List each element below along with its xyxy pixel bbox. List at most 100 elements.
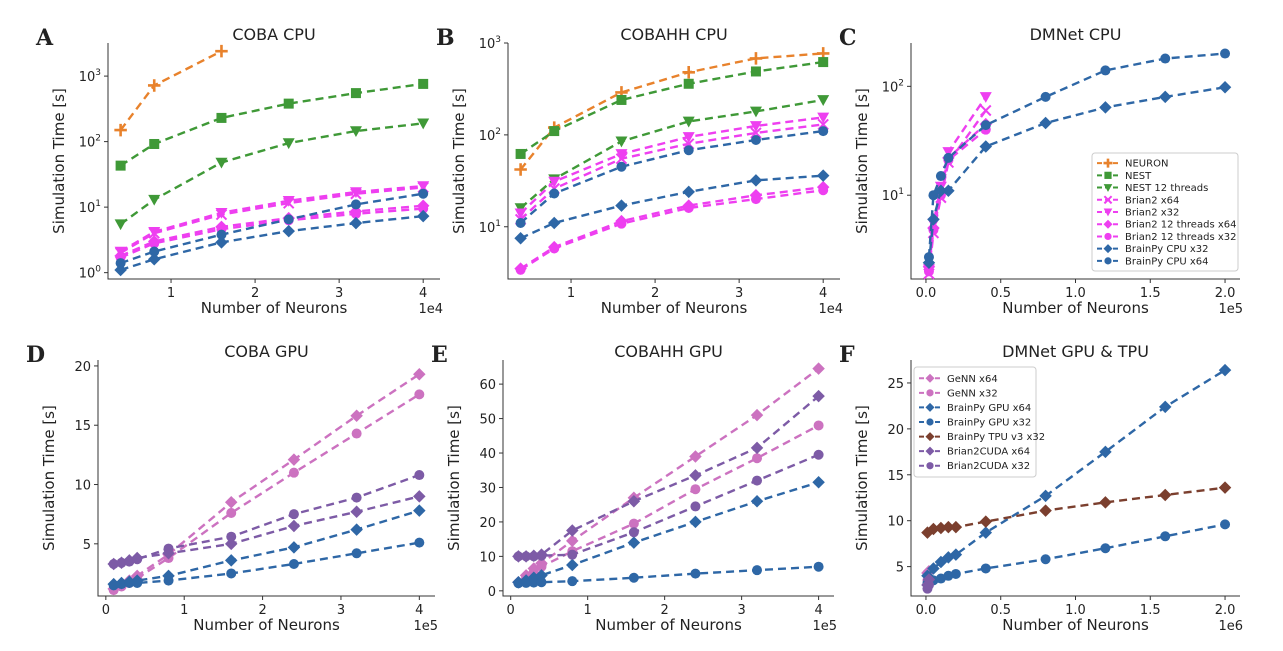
data-point [548,176,561,188]
x-axis-multiplier: 1e5 [812,619,837,634]
data-point [513,551,524,562]
series-line [120,214,424,272]
legend-entry-brainpy-cpu-x64: BrainPy CPU x64 [1097,256,1209,267]
data-point [528,551,539,562]
data-point [749,174,763,187]
series-brian2cuda-x64 [512,389,825,563]
data-point [413,367,426,381]
data-point [287,519,301,533]
series-brian2-x32 [922,92,992,276]
data-point [414,470,425,481]
legend-box [913,366,1037,478]
legend-marker [925,432,935,442]
data-point [282,224,295,238]
data-point [615,199,628,212]
data-point [515,217,526,228]
legend-label: NEST 12 threads [1125,183,1208,194]
legend-marker [926,418,934,426]
data-point [616,218,627,229]
series-line [519,98,824,209]
data-point [752,453,763,464]
legend-entry-brian2cuda-x64: Brian2CUDA x64 [919,446,1030,458]
data-point [616,94,627,105]
data-point [116,579,127,590]
axis-spines [910,43,1240,280]
x-tick-label: 0.5 [990,603,1011,618]
data-point [567,576,578,587]
data-point [536,561,547,572]
legend-marker [1104,232,1112,241]
legend-entry-brian2-x64: Brian2 x64 [1097,195,1179,206]
data-point [350,199,361,210]
y-tick-label: 103 [79,68,101,85]
data-point [752,475,763,486]
data-point [935,171,946,182]
data-point [536,550,547,561]
panel-letter: C [839,25,857,51]
data-point [816,169,830,182]
y-tick-label: 50 [479,413,496,428]
y-axis-label: Simulation Time [s] [445,405,463,551]
x-tick-label: 0.0 [916,603,937,618]
series-line [519,116,824,215]
legend-entry-brainpy-gpu-x64: BrainPy GPU x64 [919,402,1031,414]
series-brian2-x32 [514,112,830,220]
data-point [521,577,532,588]
data-point [750,66,761,77]
data-point [536,577,547,588]
legend-label: NEURON [1125,159,1168,170]
series-line [120,204,424,258]
data-point [813,561,824,572]
data-point [514,208,527,220]
y-tick-label: 10 [74,479,91,494]
series-line [926,486,1226,534]
series-line [519,185,824,270]
series-brainpy-gpu-x32 [108,537,425,591]
data-point [226,507,237,518]
series-brainpy-cpu-x32 [114,209,430,277]
x-tick-label: 0.5 [990,286,1011,301]
data-point [116,557,127,568]
data-point [817,95,830,106]
y-tick-label: 60 [479,378,496,393]
data-point [1040,554,1051,565]
legend-label: Brian2 x32 [1125,208,1179,219]
data-point [216,229,227,240]
series-line [926,369,1226,577]
panel-letter: D [26,342,45,368]
legend-label: Brian2 12 threads x32 [1125,232,1236,243]
data-point [1039,489,1052,503]
chart-title: DMNet CPU [1030,25,1122,44]
data-point [215,157,228,169]
data-point [979,515,993,528]
series-line [518,481,819,584]
data-point [149,138,160,149]
legend-label: Brian2 12 threads x64 [1125,220,1236,231]
data-point [980,563,991,574]
legend-marker [926,389,934,397]
series-genn-x32 [108,389,425,596]
data-point [417,118,430,130]
data-point [566,524,579,537]
data-point [683,78,694,89]
data-point [689,469,702,482]
series-line [119,50,223,131]
series-brainpy-cpu-x64 [115,188,429,269]
data-point [750,441,764,455]
series-line [113,373,420,590]
legend-entry-brian2cuda-x32: Brian2CUDA x32 [919,461,1030,472]
series-line [519,123,824,221]
y-tick-label: 20 [74,360,91,375]
data-point [148,227,161,238]
series-nest-12-threads [114,118,430,231]
x-tick-label: 2 [661,603,669,618]
series-brian2cuda-x32 [513,449,824,562]
x-axis-label: Number of Neurons [601,299,748,317]
data-point [349,216,363,230]
data-point [114,219,127,231]
data-point [215,44,228,58]
data-point [949,548,963,561]
x-axis-label: Number of Neurons [1002,616,1149,634]
y-tick-label: 103 [479,35,501,52]
legend-marker [925,446,935,456]
